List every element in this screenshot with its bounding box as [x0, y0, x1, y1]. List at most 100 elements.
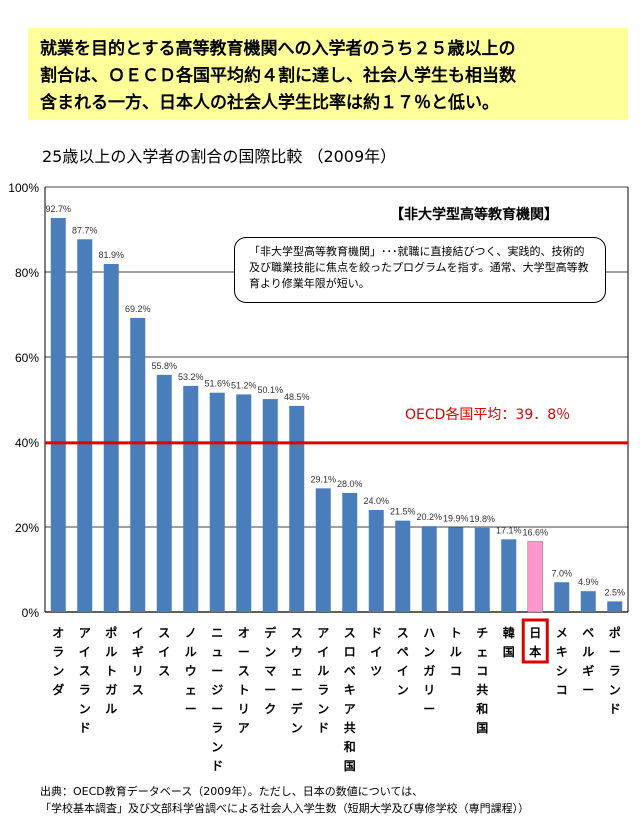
bar: [262, 399, 278, 612]
data-label: 51.2%: [231, 380, 257, 390]
data-label: 92.7%: [45, 204, 71, 214]
x-tick-label-char: ラ: [79, 683, 91, 697]
bar: [580, 591, 596, 612]
x-tick-label-char: ン: [291, 721, 303, 735]
bar: [474, 527, 490, 612]
bar: [236, 394, 252, 612]
bar: [342, 493, 358, 612]
x-tick-label-char: 本: [529, 644, 541, 659]
x-tick-label-char: ド: [317, 721, 329, 735]
x-tick-label-char: ン: [211, 740, 223, 754]
data-label: 50.1%: [257, 385, 283, 395]
x-tick-label-char: ー: [211, 702, 223, 716]
x-tick-label-char: ウ: [185, 664, 197, 678]
x-tick-label-char: コ: [450, 664, 462, 678]
x-tick-label-char: ポ: [609, 625, 621, 640]
x-tick-label-char: ロ: [344, 645, 356, 659]
x-tick-label-char: 韓: [503, 625, 515, 640]
x-tick-label-char: ギ: [132, 644, 144, 659]
bar: [103, 263, 119, 612]
data-label: 53.2%: [178, 372, 204, 382]
x-tick-label-char: イ: [317, 645, 329, 659]
data-label: 19.8%: [469, 514, 495, 524]
headline-box: 就業を目的とする高等教育機関への入学者のうち２５歳以上の 割合は、ＯＥＣＤ各国平…: [28, 28, 628, 120]
x-tick-label-char: ル: [105, 645, 117, 659]
bar: [183, 385, 199, 612]
y-tick-label: 40%: [15, 436, 39, 450]
x-tick-label-char: ー: [211, 664, 223, 678]
x-tick-label-char: マ: [264, 664, 276, 678]
bar: [501, 539, 517, 612]
y-tick-label: 0%: [22, 606, 40, 620]
x-tick-label-char: ポ: [105, 625, 117, 640]
x-tick-label-char: キ: [344, 683, 356, 697]
data-label: 48.5%: [284, 392, 310, 402]
data-label: 29.1%: [310, 474, 336, 484]
bar: [607, 601, 623, 612]
source-footer: 出典：OECD教育データベース（2009年）。ただし、日本の数値については、 「…: [40, 785, 530, 815]
x-tick-label-char: ス: [158, 664, 170, 678]
data-label: 21.5%: [390, 507, 416, 517]
x-tick-label-char: 共: [476, 682, 488, 697]
x-tick-label-char: ラ: [317, 683, 329, 697]
x-tick-label-char: コ: [476, 664, 488, 678]
data-label: 51.6%: [204, 379, 230, 389]
x-tick-label-char: リ: [423, 683, 435, 697]
x-tick-label-char: 国: [344, 759, 356, 773]
data-label: 4.9%: [578, 577, 599, 587]
x-tick-label-char: イ: [79, 645, 91, 659]
x-tick-label-char: ガ: [423, 663, 435, 678]
x-tick-label-char: ウ: [291, 645, 303, 659]
x-tick-label-char: ー: [582, 683, 594, 697]
x-tick-label-char: リ: [238, 702, 250, 716]
x-tick-label-char: ン: [264, 645, 276, 659]
x-tick-label-char: オ: [52, 626, 64, 640]
y-tick-label: 20%: [15, 521, 39, 535]
x-tick-label-char: デ: [291, 701, 304, 716]
bar: [130, 317, 146, 612]
x-tick-label-char: ス: [79, 664, 91, 678]
x-tick-label-char: ト: [238, 683, 250, 697]
x-tick-label-char: ス: [397, 626, 409, 640]
x-tick-label-char: イ: [158, 645, 170, 659]
x-tick-label-char: コ: [556, 683, 568, 697]
x-tick-label-char: ダ: [52, 682, 64, 697]
x-tick-label-char: ル: [450, 645, 462, 659]
data-label: 55.8%: [151, 361, 177, 371]
x-tick-label-char: ス: [132, 683, 144, 697]
x-tick-label-char: 共: [344, 720, 356, 735]
x-tick-label-char: ー: [291, 683, 303, 697]
x-tick-label-char: リ: [132, 664, 144, 678]
bar: [448, 527, 464, 612]
bar: [368, 510, 384, 612]
x-tick-label-char: ア: [344, 702, 356, 716]
data-label: 81.9%: [98, 250, 124, 260]
average-label: OECD各国平均：39．8％: [405, 407, 571, 423]
x-tick-label-char: 国: [476, 721, 488, 735]
x-tick-label-char: ガ: [105, 682, 117, 697]
x-tick-label-char: ー: [423, 702, 435, 716]
x-tick-label-char: ン: [52, 664, 64, 678]
chart-title: 25歳以上の入学者の割合の国際比較 （2009年）: [42, 147, 397, 166]
x-tick-label-char: ェ: [476, 645, 488, 659]
x-tick-label-char: メ: [556, 626, 568, 640]
x-tick-label-char: ク: [264, 702, 276, 716]
data-label: 2.5%: [604, 587, 625, 597]
x-tick-label-char: ラ: [211, 721, 223, 735]
x-tick-label-char: ア: [238, 721, 250, 735]
x-tick-label-char: ン: [317, 702, 329, 716]
bar: [554, 582, 570, 612]
data-label: 19.9%: [443, 513, 469, 523]
x-tick-label-char: ベ: [344, 664, 356, 678]
data-label: 7.0%: [551, 568, 572, 578]
x-tick-label-char: ュ: [211, 645, 223, 659]
bar: [421, 526, 437, 612]
y-tick-label: 80%: [15, 266, 39, 280]
x-tick-label-char: ン: [397, 683, 409, 697]
bar: [315, 488, 331, 612]
bar: [527, 541, 543, 613]
x-tick-label-char: キ: [556, 645, 568, 659]
bar: [209, 392, 225, 612]
data-label: 20.2%: [416, 512, 442, 522]
